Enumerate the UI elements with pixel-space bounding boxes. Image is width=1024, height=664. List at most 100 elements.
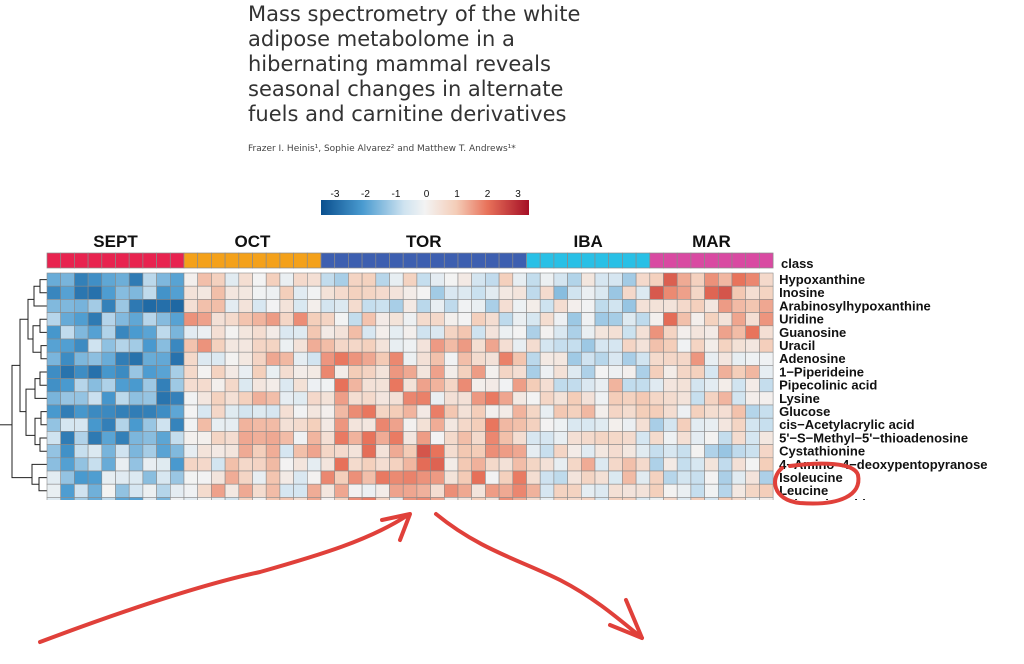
heatmap-cell — [115, 417, 130, 432]
heatmap-cell — [567, 417, 582, 432]
heatmap-cell — [375, 338, 390, 353]
heatmap-cell — [115, 483, 130, 498]
heatmap-cell — [580, 285, 596, 300]
heatmap-cell — [170, 285, 185, 300]
heatmap-cell — [690, 497, 705, 500]
heatmap-cell — [183, 272, 198, 287]
heatmap-cell — [430, 338, 445, 353]
heatmap-cell — [115, 338, 130, 353]
heatmap-cell — [265, 365, 281, 379]
heatmap-cell — [334, 351, 349, 366]
heatmap-cell — [101, 483, 116, 498]
heatmap-cell — [745, 444, 760, 459]
heatmap-cell — [101, 338, 116, 353]
heatmap-cell — [676, 338, 692, 353]
heatmap-cell — [334, 497, 349, 500]
class-cell — [348, 252, 363, 269]
heatmap-cell — [649, 444, 664, 459]
heatmap-cell — [663, 338, 678, 353]
heatmap-cell — [443, 391, 459, 406]
heatmap-cell — [320, 417, 335, 432]
heatmap-cell — [224, 404, 240, 419]
row-label: 1−Piperideine — [779, 364, 864, 379]
heatmap-cell — [46, 391, 61, 406]
heatmap-cell — [690, 299, 705, 313]
heatmap-cell — [115, 325, 130, 340]
heatmap-cell — [485, 325, 500, 340]
heatmap-cell — [731, 444, 746, 459]
heatmap-cell — [265, 431, 281, 445]
heatmap-cell — [74, 378, 89, 393]
heatmap-cell — [306, 299, 322, 313]
heatmap-cell — [622, 338, 637, 353]
heatmap-cell — [485, 312, 500, 327]
heatmap-cell — [663, 444, 678, 459]
heatmap-cell — [74, 325, 89, 340]
heatmap-cell — [306, 351, 322, 366]
heatmap-cell — [512, 391, 527, 406]
heatmap-cell — [389, 272, 404, 287]
heatmap-cell — [334, 285, 349, 300]
heatmap-cell — [211, 365, 226, 379]
heatmap-cell — [594, 351, 609, 366]
heatmap-cell — [74, 285, 89, 300]
heatmap-cell — [471, 497, 486, 500]
heatmap-cell — [306, 404, 322, 419]
heatmap-cell — [430, 312, 445, 327]
heatmap-cell — [170, 312, 185, 327]
heatmap-cell — [170, 325, 185, 340]
color-scale-tick: 0 — [424, 189, 430, 200]
heatmap-cell — [745, 457, 760, 472]
heatmap-cell — [717, 404, 733, 419]
heatmap-cell — [142, 378, 157, 393]
heatmap-cell — [115, 391, 130, 406]
heatmap-cell — [402, 417, 418, 432]
heatmap-cell — [663, 312, 678, 327]
row-label: Uracil — [779, 338, 815, 353]
heatmap-cell — [320, 351, 335, 366]
heatmap-cell — [170, 351, 185, 366]
heatmap-cell — [348, 299, 363, 313]
heatmap-cell — [759, 404, 774, 419]
heatmap-cell — [238, 285, 253, 300]
heatmap-cell — [704, 417, 719, 432]
heatmap-cell — [759, 365, 774, 379]
paper-authors: Frazer I. Heinis¹, Sophie Alvarez² and M… — [248, 144, 516, 154]
heatmap-cell — [211, 457, 226, 472]
heatmap-cell — [197, 272, 212, 287]
heatmap-cell — [361, 457, 377, 472]
heatmap-cell — [211, 272, 226, 287]
heatmap-cell — [649, 417, 664, 432]
class-cell — [622, 252, 637, 269]
heatmap-cell — [306, 365, 322, 379]
heatmap-cell — [375, 299, 390, 313]
heatmap-cell — [279, 483, 294, 498]
heatmap-cell — [320, 470, 335, 485]
heatmap-cell — [156, 338, 171, 353]
row-label: Leucine — [779, 483, 828, 498]
heatmap-cell — [731, 404, 746, 419]
heatmap-cell — [101, 404, 116, 419]
heatmap-cell — [457, 285, 472, 300]
heatmap-cell — [553, 285, 568, 300]
heatmap-cell — [279, 272, 294, 287]
heatmap-cell — [60, 497, 75, 500]
heatmap-cell — [156, 325, 171, 340]
heatmap-cell — [224, 299, 240, 313]
heatmap-cell — [389, 391, 404, 406]
heatmap-cell — [717, 391, 733, 406]
heatmap-cell — [649, 285, 664, 300]
heatmap-cell — [498, 338, 514, 353]
heatmap-cell — [594, 272, 609, 287]
heatmap-cell — [224, 378, 240, 393]
heatmap-cell — [156, 391, 171, 406]
heatmap-cell — [594, 365, 609, 379]
class-cell — [676, 252, 692, 269]
heatmap-cell — [704, 285, 719, 300]
class-cell — [759, 252, 774, 269]
heatmap-cell — [211, 338, 226, 353]
heatmap-cell — [649, 391, 664, 406]
heatmap-cell — [759, 285, 774, 300]
heatmap-cell — [539, 457, 555, 472]
